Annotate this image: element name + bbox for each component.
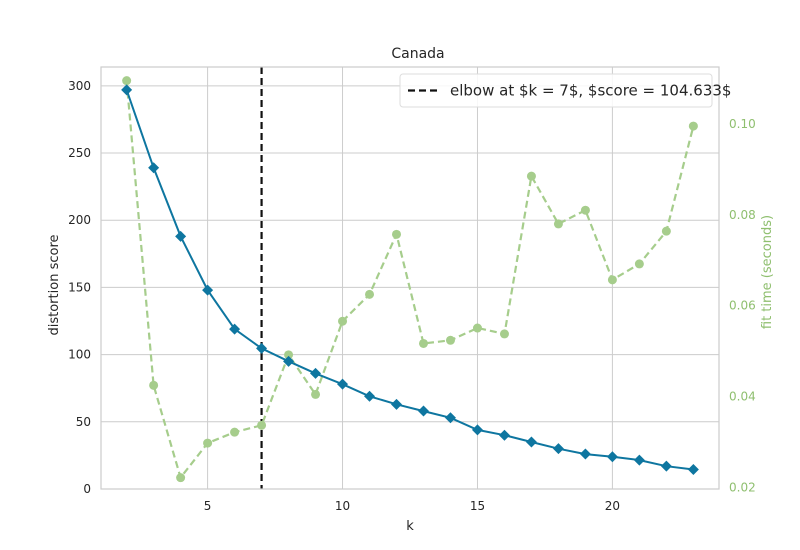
distortion-point [444, 412, 456, 424]
y2-tick-label: 0.10 [729, 117, 756, 131]
distortion-point [498, 429, 510, 441]
distortion-point [687, 464, 699, 476]
distortion-point [364, 390, 376, 402]
distortion-point [552, 443, 564, 455]
fit-time-point [284, 350, 294, 360]
y2-axis-label: fit time (seconds) [760, 215, 775, 329]
distortion-point [310, 367, 322, 379]
distortion-point [391, 398, 403, 410]
distortion-point [525, 436, 537, 448]
grid-layer [101, 67, 719, 490]
y-tick-label: 0 [83, 482, 91, 496]
y-tick-label: 250 [68, 146, 91, 160]
distortion-point [229, 323, 241, 335]
y2-tick-label: 0.02 [729, 481, 756, 495]
fit-time-point [661, 226, 671, 236]
distortion-point [121, 84, 133, 96]
distortion-point [283, 355, 295, 367]
distortion-point [633, 454, 645, 466]
y-tick-label: 50 [76, 415, 91, 429]
distortion-series [121, 84, 699, 476]
distortion-point [417, 405, 429, 417]
x-tick-label: 15 [470, 499, 485, 513]
fit-time-point [445, 335, 455, 345]
distortion-point [175, 230, 187, 242]
fit-time-point [418, 338, 428, 348]
fit-time-point [230, 427, 240, 437]
y-tick-label: 200 [68, 213, 91, 227]
fit-time-point [257, 420, 267, 430]
axes-layer: 5 10 15 200501001502002503000.020.040.060.0… [68, 66, 756, 513]
legend: elbow at $k = 7$, $score = 104.633$ [399, 73, 731, 108]
distortion-line [125, 89, 694, 471]
distortion-point [202, 284, 214, 296]
fit-time-point [526, 171, 536, 181]
y-tick-label: 100 [68, 348, 91, 362]
y-tick-label: 150 [68, 280, 91, 294]
distortion-point [660, 460, 672, 472]
plot-background [101, 67, 719, 489]
y2-tick-label: 0.06 [729, 299, 756, 313]
fit-time-point [338, 316, 348, 326]
fit-time-point [176, 473, 186, 483]
x-tick-label: 5 [204, 499, 212, 513]
fit-time-point [203, 438, 213, 448]
fit-time-point [607, 275, 617, 285]
distortion-point [471, 424, 483, 436]
fit-time-point [580, 205, 590, 215]
fit-time-point [365, 289, 375, 299]
plot-frame [100, 66, 720, 490]
distortion-point [579, 448, 591, 460]
x-axis-label: k [406, 519, 414, 534]
fit-time-point [634, 259, 644, 269]
chart-title: Canada [391, 46, 444, 62]
legend-label: elbow at $k = 7$, $score = 104.633$ [450, 82, 731, 100]
y2-tick-label: 0.08 [729, 208, 756, 222]
fit-time-point [499, 329, 509, 339]
fit-time-point [553, 219, 563, 229]
fit-time-point [392, 229, 402, 239]
fit-time-point [311, 389, 321, 399]
fit-time-line [125, 80, 695, 480]
distortion-point [337, 378, 349, 390]
fit-time-point [149, 380, 159, 390]
labels-layer: Canada k distortion score fit time (seco… [47, 46, 775, 534]
distortion-point [256, 342, 268, 354]
y-axis-label: distortion score [47, 235, 62, 336]
fit-time-series [122, 76, 698, 483]
x-tick-label: 10 [335, 499, 350, 513]
y-tick-label: 300 [68, 79, 91, 93]
distortion-point [606, 451, 618, 463]
distortion-point [148, 162, 160, 174]
fit-time-point [122, 76, 132, 86]
y2-tick-label: 0.04 [729, 390, 756, 404]
fit-time-point [688, 121, 698, 131]
legend-box [399, 73, 713, 108]
fit-time-point [472, 323, 482, 333]
x-tick-label: 20 [605, 499, 620, 513]
